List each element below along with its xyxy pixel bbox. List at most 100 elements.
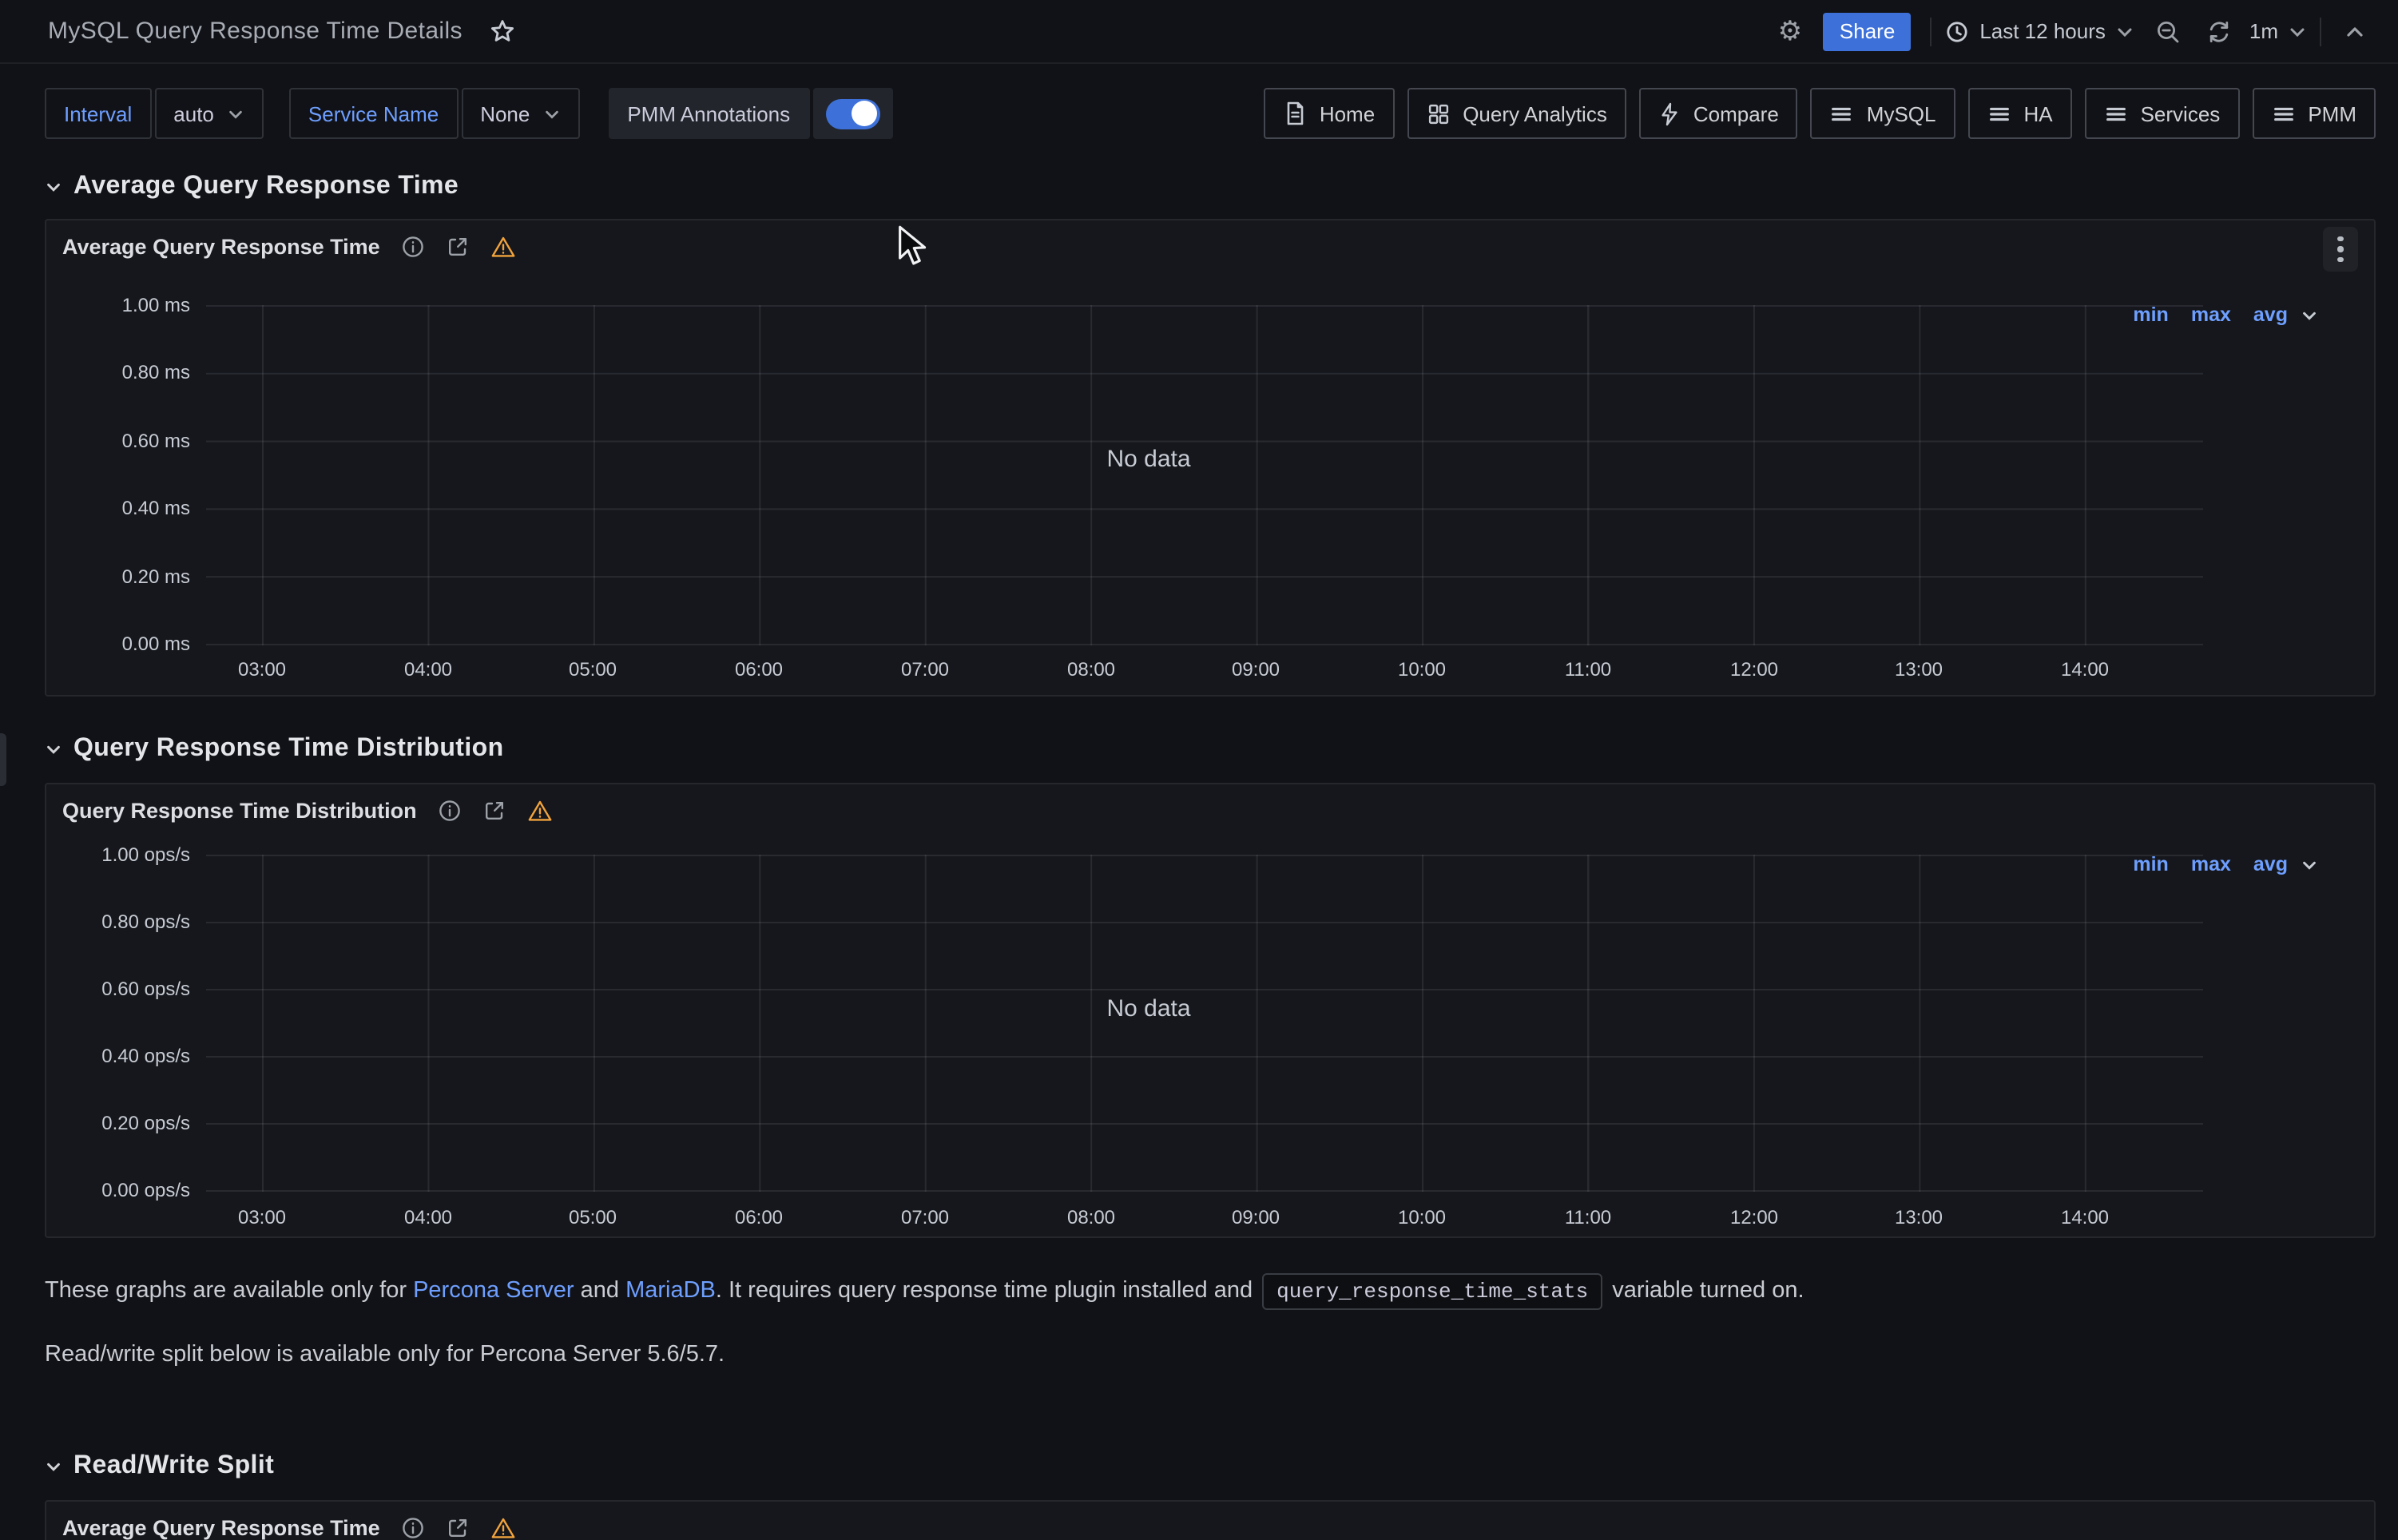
topbar-divider xyxy=(2320,17,2321,46)
chevron-down-icon xyxy=(542,105,560,122)
legend-max[interactable]: max xyxy=(2190,304,2231,326)
nav-query-analytics-button[interactable]: Query Analytics xyxy=(1407,88,1626,139)
time-range-picker[interactable]: Last 12 hours xyxy=(1944,18,2134,44)
section-query-response-time-distribution[interactable]: Query Response Time Distribution xyxy=(45,732,2398,767)
chevron-down-icon xyxy=(45,1458,62,1475)
external-link-icon[interactable] xyxy=(446,234,470,258)
pmm-annotations-toggle[interactable] xyxy=(812,88,893,139)
section-title: Read/Write Split xyxy=(73,1452,275,1479)
chart-plot-area[interactable] xyxy=(206,305,2203,645)
refresh-interval-dropdown[interactable]: 1m xyxy=(2249,19,2307,43)
zoom-out-time-button[interactable] xyxy=(2147,9,2189,54)
service-name-variable: Service Name None xyxy=(288,88,580,139)
chevron-down-icon xyxy=(2115,22,2134,41)
panel-title[interactable]: Average Query Response Time xyxy=(62,234,380,258)
list-icon xyxy=(1987,101,2011,125)
interval-select[interactable]: auto xyxy=(154,88,264,139)
nav-pmm-button[interactable]: PMM xyxy=(2252,88,2376,139)
percona-server-link[interactable]: Percona Server xyxy=(413,1278,574,1304)
document-icon xyxy=(1283,101,1307,126)
chevron-down-icon xyxy=(227,105,244,122)
clock-icon xyxy=(1944,18,1970,44)
nav-services-button[interactable]: Services xyxy=(2084,88,2240,139)
info-icon[interactable] xyxy=(438,798,462,822)
refresh-button[interactable] xyxy=(2198,9,2240,54)
panel-header: Average Query Response Time xyxy=(46,1502,2374,1540)
warning-triangle-icon[interactable] xyxy=(490,1515,516,1539)
topbar-divider xyxy=(1930,17,1932,46)
dashboard-links: Home Query Analytics Compare xyxy=(1263,88,2376,139)
panel-header: Query Response Time Distribution xyxy=(46,784,2374,835)
panel-average-query-response-time: Average Query Response Time 1.00 ms 0.80 xyxy=(45,219,2376,697)
mariadb-link[interactable]: MariaDB xyxy=(625,1278,716,1304)
legend-min[interactable]: min xyxy=(2133,304,2169,326)
panel-average-query-response-time-rw: Average Query Response Time xyxy=(45,1500,2376,1540)
caret-up-icon xyxy=(2344,22,2366,41)
panel-query-response-time-distribution: Query Response Time Distribution 1.00 op… xyxy=(45,783,2376,1238)
legend-calcs: min max avg xyxy=(2133,304,2318,326)
note-text: and xyxy=(574,1278,626,1304)
nav-compare-button[interactable]: Compare xyxy=(1638,88,1798,139)
legend-avg[interactable]: avg xyxy=(2253,853,2288,875)
refresh-icon xyxy=(2206,18,2232,44)
bolt-icon xyxy=(1658,101,1681,125)
external-link-icon[interactable] xyxy=(482,798,506,822)
list-icon xyxy=(2271,101,2295,125)
toggle-on-icon xyxy=(825,98,880,129)
code-chip: query_response_time_stats xyxy=(1262,1273,1603,1310)
list-icon xyxy=(1830,101,1854,125)
refresh-interval-value: 1m xyxy=(2249,19,2278,43)
share-button[interactable]: Share xyxy=(1823,12,1912,50)
top-navigation-bar: MySQL Query Response Time Details ⚙ Shar… xyxy=(0,0,2398,64)
chevron-down-icon xyxy=(2288,22,2307,41)
read-write-split-note: Read/write split below is available only… xyxy=(45,1342,725,1367)
grid-icon xyxy=(1426,101,1450,125)
gear-icon: ⚙ xyxy=(1777,16,1803,46)
warning-triangle-icon[interactable] xyxy=(490,234,516,258)
info-icon[interactable] xyxy=(401,234,425,258)
info-text-row: These graphs are available only for Perc… xyxy=(45,1273,2376,1310)
collapse-topbar-button[interactable] xyxy=(2334,9,2376,54)
dashboard-title: MySQL Query Response Time Details xyxy=(48,18,463,45)
note-text: These graphs are available only for xyxy=(45,1278,414,1304)
interval-variable: Interval auto xyxy=(45,88,264,139)
panel-title[interactable]: Average Query Response Time xyxy=(62,1515,380,1539)
pmm-annotations-label: PMM Annotations xyxy=(608,88,810,139)
service-name-select[interactable]: None xyxy=(461,88,580,139)
section-read-write-split[interactable]: Read/Write Split xyxy=(45,1449,2398,1484)
chevron-down-icon[interactable] xyxy=(2301,306,2318,323)
panel-menu-kebab-button[interactable] xyxy=(2323,227,2358,272)
interval-label: Interval xyxy=(45,88,152,139)
nav-mysql-button[interactable]: MySQL xyxy=(1810,88,1955,139)
star-icon xyxy=(490,19,514,43)
chart-plot-area[interactable] xyxy=(206,855,2203,1192)
nav-home-button[interactable]: Home xyxy=(1263,88,1395,139)
no-data-label: No data xyxy=(1106,995,1191,1022)
dashboard-settings-button[interactable]: ⚙ xyxy=(1769,9,1811,54)
legend-max[interactable]: max xyxy=(2190,853,2231,875)
panel-title[interactable]: Query Response Time Distribution xyxy=(62,798,417,822)
info-icon[interactable] xyxy=(401,1515,425,1539)
nav-ha-button[interactable]: HA xyxy=(1967,88,2072,139)
chevron-down-icon xyxy=(45,178,62,196)
zoom-out-icon xyxy=(2155,18,2181,44)
note-text: . It requires query response time plugin… xyxy=(715,1278,1260,1304)
panel-header: Average Query Response Time xyxy=(46,220,2374,272)
pmm-annotations-control: PMM Annotations xyxy=(608,88,893,139)
legend-min[interactable]: min xyxy=(2133,853,2169,875)
time-range-label: Last 12 hours xyxy=(1979,19,2106,43)
note-text: variable turned on. xyxy=(1606,1278,1804,1304)
section-title: Average Query Response Time xyxy=(73,173,459,200)
section-average-query-response-time[interactable]: Average Query Response Time xyxy=(45,169,2398,204)
chevron-down-icon xyxy=(45,740,62,758)
interval-value: auto xyxy=(173,101,214,125)
chevron-down-icon[interactable] xyxy=(2301,855,2318,873)
external-link-icon[interactable] xyxy=(446,1515,470,1539)
legend-calcs: min max avg xyxy=(2133,853,2318,875)
service-name-value: None xyxy=(480,101,530,125)
warning-triangle-icon[interactable] xyxy=(527,798,553,822)
favorite-star-button[interactable] xyxy=(482,9,523,54)
legend-avg[interactable]: avg xyxy=(2253,304,2288,326)
left-scroll-handle[interactable] xyxy=(0,733,6,786)
